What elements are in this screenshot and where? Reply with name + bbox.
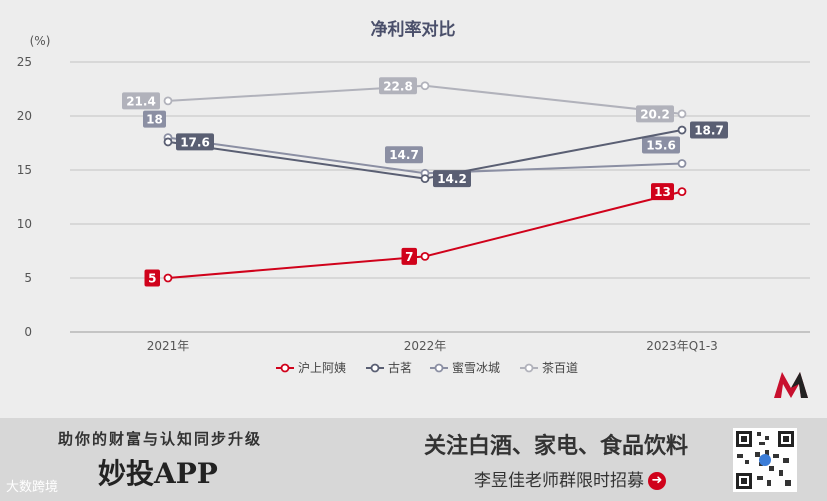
y-tick-label: 20 <box>17 109 32 123</box>
x-tick-label: 2023年Q1-3 <box>646 339 718 353</box>
data-label: 14.7 <box>389 148 419 162</box>
legend-item[interactable]: 沪上阿姨 <box>276 361 346 375</box>
legend-marker <box>524 363 534 373</box>
y-tick-label: 10 <box>17 217 32 231</box>
data-label: 13 <box>654 185 671 199</box>
m-logo-icon <box>774 372 808 398</box>
data-label-bg <box>401 247 417 265</box>
legend-label: 古茗 <box>388 360 412 375</box>
series-蜜雪冰城: 18 14.7 15.6 <box>143 110 687 178</box>
qr-code-icon[interactable] <box>733 428 797 492</box>
banner-right-title: 关注白酒、家电、食品饮料 <box>424 434 689 459</box>
data-point[interactable] <box>163 96 173 106</box>
data-label-bg <box>143 110 166 128</box>
data-label-bg <box>690 121 728 139</box>
net-margin-chart: 净利率对比 (%) 0 5 10 15 20 25 2021年 2022年 2023年Q1-3… <box>17 19 810 375</box>
banner-app-name: 妙投APP <box>98 457 218 490</box>
chart-title: 净利率对比 <box>371 19 456 40</box>
x-tick-label: 2021年 <box>147 339 190 353</box>
legend-label: 茶百道 <box>542 360 578 375</box>
series-line <box>167 190 683 279</box>
data-label-bg <box>122 92 160 110</box>
series-line <box>167 136 683 175</box>
data-label: 17.6 <box>180 135 210 149</box>
legend-marker <box>370 363 380 373</box>
data-label: 21.4 <box>126 94 156 108</box>
data-point[interactable] <box>677 109 687 119</box>
series-古茗: 17.6 14.2 18.7 <box>163 121 728 188</box>
series-沪上阿姨: 5 7 13 <box>144 183 687 287</box>
y-tick-label: 25 <box>17 55 32 69</box>
legend-item[interactable]: 蜜雪冰城 <box>430 360 500 375</box>
data-label-bg <box>176 133 214 151</box>
data-label: 18.7 <box>694 124 724 138</box>
y-axis: 0 5 10 15 20 25 <box>17 55 32 339</box>
data-point[interactable] <box>163 273 173 283</box>
data-label: 5 <box>148 272 156 286</box>
data-label: 15.6 <box>646 139 676 153</box>
banner-right-sub: 李昱佳老师群限时招募 ➜ <box>474 466 666 491</box>
data-label-bg <box>433 170 471 188</box>
data-label-bg <box>144 269 160 287</box>
legend-marker <box>280 363 290 373</box>
promo-banner: 助你的财富与认知同步升级 妙投APP 关注白酒、家电、食品饮料 李昱佳老师群限时… <box>0 418 827 501</box>
data-label-bg <box>385 146 423 164</box>
legend-item[interactable]: 古茗 <box>366 360 412 375</box>
x-tick-label: 2022年 <box>404 339 447 353</box>
legend-label: 蜜雪冰城 <box>452 360 500 375</box>
data-label-bg <box>636 105 674 123</box>
data-point[interactable] <box>420 174 430 184</box>
data-point[interactable] <box>677 125 687 135</box>
legend-marker <box>434 363 444 373</box>
data-point[interactable] <box>677 159 687 168</box>
data-label: 22.8 <box>383 79 413 93</box>
legend: 沪上阿姨 古茗 蜜雪冰城 茶百道 <box>276 360 578 375</box>
arrow-right-icon[interactable]: ➜ <box>648 472 666 490</box>
data-label: 14.2 <box>437 172 467 186</box>
data-point[interactable] <box>420 81 430 91</box>
legend-item[interactable]: 茶百道 <box>520 360 578 375</box>
data-point[interactable] <box>677 187 687 197</box>
data-point[interactable] <box>420 251 430 261</box>
banner-sub-text: 李昱佳老师群限时招募 <box>474 471 644 491</box>
data-label: 18 <box>146 113 163 127</box>
watermark-text: 大数跨境 <box>6 480 59 495</box>
series-茶百道: 21.4 22.8 20.2 <box>122 77 687 123</box>
data-label-bg <box>651 183 674 201</box>
y-unit-label: (%) <box>30 34 51 48</box>
y-tick-label: 0 <box>24 325 32 339</box>
data-label: 7 <box>405 250 413 264</box>
legend-label: 沪上阿姨 <box>298 361 346 375</box>
y-tick-label: 15 <box>17 163 32 177</box>
grid <box>70 61 810 333</box>
data-label-bg <box>379 77 417 95</box>
banner-left-title: 助你的财富与认知同步升级 <box>58 430 263 448</box>
data-label-bg <box>642 136 680 154</box>
data-point[interactable] <box>163 137 173 147</box>
y-tick-label: 5 <box>24 271 32 285</box>
data-label: 20.2 <box>640 107 670 121</box>
series-group: 21.4 22.8 20.2 18 14.7 15.6 17.6 14.2 18.7 5 7 13 <box>122 77 728 287</box>
x-axis: 2021年 2022年 2023年Q1-3 <box>147 339 718 353</box>
